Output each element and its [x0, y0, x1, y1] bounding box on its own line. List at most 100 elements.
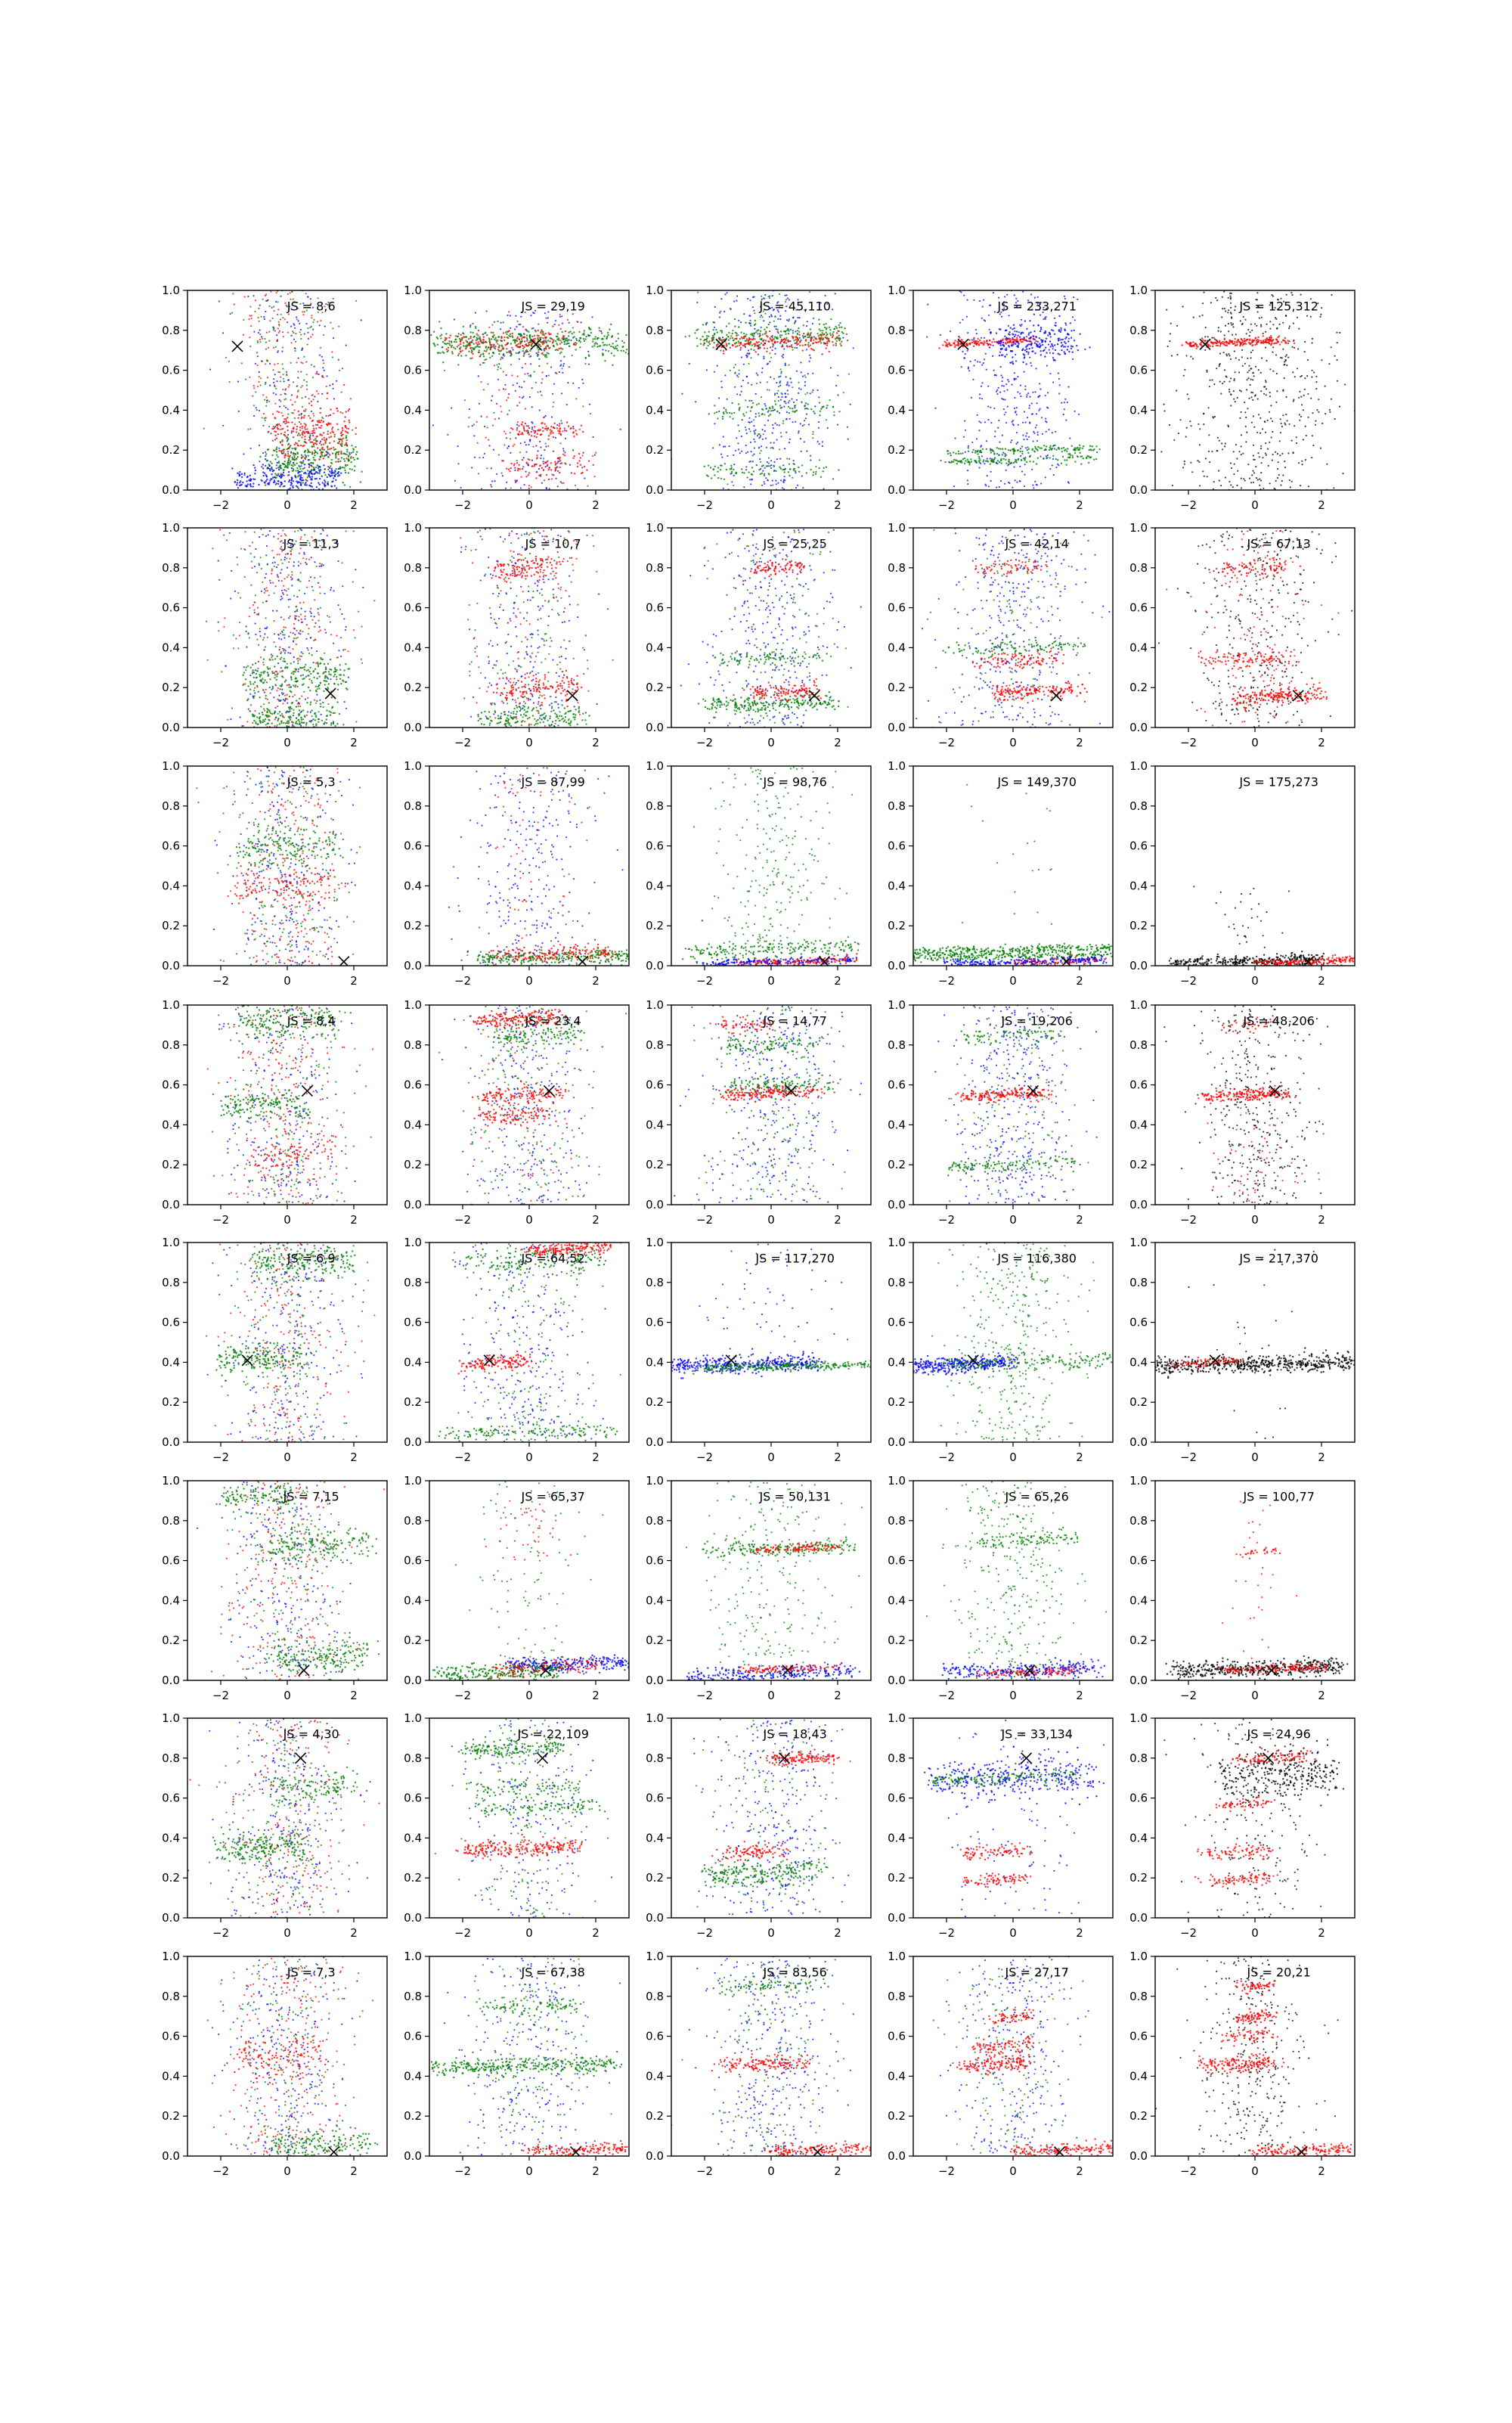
band-point: [1064, 338, 1066, 340]
band-point: [287, 451, 289, 452]
band-point: [728, 323, 730, 324]
band-point: [277, 480, 279, 482]
scatter-point: [510, 327, 511, 329]
band-point: [722, 416, 723, 417]
band-point: [345, 437, 347, 439]
band-point: [961, 339, 962, 340]
scatter-point: [780, 373, 782, 374]
band-point: [494, 339, 495, 340]
scatter-point: [785, 365, 786, 366]
band-point: [625, 334, 627, 336]
band-point: [522, 459, 523, 461]
scatter-point: [531, 387, 533, 389]
scatter-point: [1058, 373, 1059, 374]
band-point: [621, 350, 622, 352]
band-point: [556, 344, 558, 346]
band-point: [507, 331, 509, 333]
scatter-point: [504, 384, 506, 386]
band-point: [460, 341, 461, 343]
band-point: [451, 345, 453, 346]
band-point: [521, 338, 522, 340]
band-point: [766, 327, 767, 328]
band-point: [311, 445, 313, 447]
scatter-point: [1017, 391, 1018, 392]
scatter-point: [299, 421, 300, 423]
scatter-point: [1036, 484, 1038, 486]
band-point: [559, 425, 560, 427]
band-point: [537, 334, 538, 336]
scatter-point: [778, 400, 779, 402]
band-point: [483, 337, 485, 338]
band-point: [550, 433, 551, 434]
band-point: [296, 463, 298, 464]
band-point: [310, 464, 311, 466]
band-point: [476, 346, 478, 347]
band-point: [284, 480, 286, 482]
band-point: [268, 465, 270, 467]
band-point: [623, 342, 624, 343]
band-point: [965, 343, 967, 345]
scatter-point: [762, 429, 764, 430]
band-point: [234, 481, 236, 482]
band-point: [796, 340, 798, 342]
band-point: [1074, 340, 1075, 341]
band-point: [1010, 350, 1012, 352]
band-point: [327, 483, 329, 485]
scatter-point: [314, 366, 315, 368]
scatter-point: [525, 471, 527, 473]
scatter-point: [547, 317, 549, 318]
band-point: [747, 406, 748, 408]
band-point: [287, 464, 289, 465]
scatter-point: [457, 463, 459, 464]
band-point: [998, 343, 999, 344]
scatter-point: [503, 444, 505, 445]
scatter-point: [1019, 392, 1021, 394]
band-point: [989, 340, 990, 341]
scatter-point: [531, 328, 533, 330]
band-point: [996, 463, 998, 464]
band-point: [1057, 343, 1058, 345]
scatter-point: [299, 323, 300, 324]
band-point: [547, 428, 549, 430]
scatter-point: [818, 427, 820, 429]
scatter-point: [531, 406, 533, 408]
band-point: [723, 479, 725, 480]
band-point: [605, 349, 606, 351]
scatter-point: [770, 352, 771, 354]
band-point: [333, 472, 335, 473]
scatter-point: [1078, 414, 1080, 415]
band-point: [277, 483, 279, 485]
scatter-point: [706, 369, 708, 371]
scatter-point: [755, 413, 757, 414]
band-point: [512, 333, 513, 334]
band-point: [330, 414, 331, 416]
band-point: [287, 417, 288, 418]
band-point: [560, 328, 562, 330]
band-point: [471, 352, 472, 353]
scatter-point: [714, 371, 715, 373]
band-point: [322, 482, 324, 483]
band-point: [978, 341, 979, 343]
scatter-point: [561, 392, 562, 394]
band-point: [284, 431, 286, 433]
scatter-point: [565, 438, 566, 439]
scatter-point: [973, 365, 974, 366]
band-point: [328, 473, 330, 475]
scatter-point: [294, 417, 296, 419]
scatter-point: [332, 327, 333, 329]
band-point: [749, 343, 751, 344]
band-point: [245, 485, 246, 486]
scatter-point: [994, 311, 996, 312]
band-point: [1024, 356, 1025, 358]
scatter-point: [265, 451, 266, 453]
scatter-point: [305, 396, 306, 398]
band-point: [438, 352, 439, 353]
scatter-point: [954, 437, 956, 439]
band-point: [1091, 449, 1092, 451]
band-point: [1039, 343, 1040, 345]
scatter-point: [1021, 470, 1023, 472]
y-tick-label: 0.4: [162, 403, 180, 417]
scatter-point: [1253, 375, 1255, 377]
band-point: [1095, 445, 1097, 447]
